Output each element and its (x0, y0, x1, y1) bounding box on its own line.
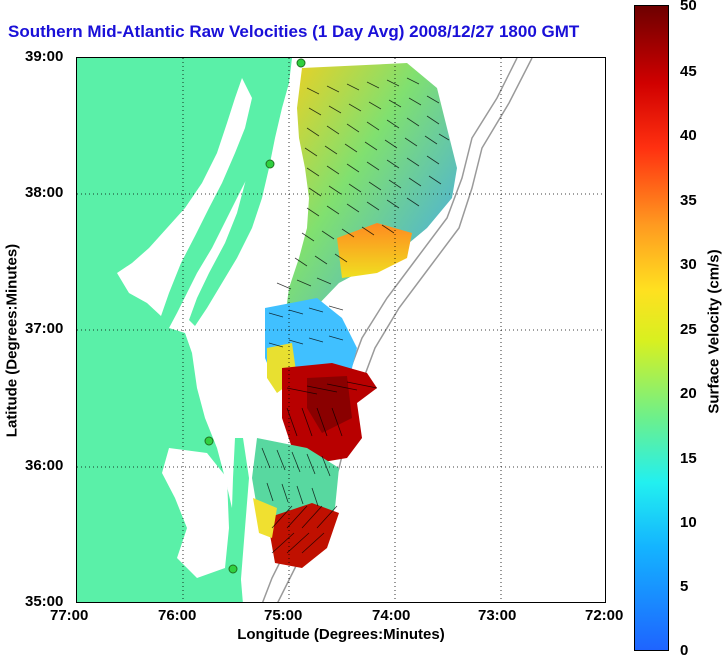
x-axis-label: Longitude (Degrees:Minutes) (237, 626, 445, 643)
y-tick-35: 35:00 (25, 593, 64, 610)
y-tick-39: 39:00 (25, 48, 64, 65)
velocity-vectors (261, 77, 450, 554)
y-axis-label: Latitude (Degrees:Minutes) (3, 243, 21, 438)
velocity-field-south-yellow (253, 498, 277, 538)
colorbar-tick-35: 35 (680, 192, 697, 209)
colorbar (634, 5, 669, 651)
map-title: Southern Mid-Atlantic Raw Velocities (1 … (8, 22, 580, 41)
land-mainland (77, 58, 277, 602)
velocity-field-south-red (267, 503, 339, 568)
map-canvas (77, 58, 605, 602)
land-outer-banks (231, 438, 249, 602)
velocity-band-orange (337, 223, 412, 278)
colorbar-tick-50: 50 (680, 0, 697, 14)
velocity-field-red-dark (307, 376, 352, 433)
colorbar-tick-15: 15 (680, 450, 697, 467)
y-tick-36: 36:00 (25, 457, 64, 474)
x-tick-75: 75:00 (264, 607, 303, 624)
colorbar-tick-30: 30 (680, 256, 697, 273)
colorbar-tick-45: 45 (680, 63, 697, 80)
colorbar-tick-10: 10 (680, 514, 697, 531)
graticule (77, 58, 605, 602)
velocity-field-north (285, 63, 457, 328)
station-markers (204, 58, 306, 574)
pamlico-sound (162, 448, 229, 578)
colorbar-tick-5: 5 (680, 578, 689, 595)
colorbar-tick-20: 20 (680, 385, 697, 402)
chesapeake-bay (117, 78, 252, 316)
colorbar-tick-0: 0 (680, 642, 689, 659)
x-tick-72: 72:00 (585, 607, 624, 624)
x-tick-76: 76:00 (158, 607, 197, 624)
colorbar-label: Surface Velocity (cm/s) (705, 249, 723, 414)
x-tick-74: 74:00 (372, 607, 411, 624)
y-tick-38: 38:00 (25, 184, 64, 201)
land-delmarva (189, 58, 292, 326)
y-tick-37: 37:00 (25, 320, 64, 337)
map-plot-area[interactable] (76, 57, 606, 603)
x-tick-73: 73:00 (478, 607, 517, 624)
x-tick-77: 77:00 (50, 607, 89, 624)
colorbar-tick-25: 25 (680, 321, 697, 338)
colorbar-tick-40: 40 (680, 127, 697, 144)
